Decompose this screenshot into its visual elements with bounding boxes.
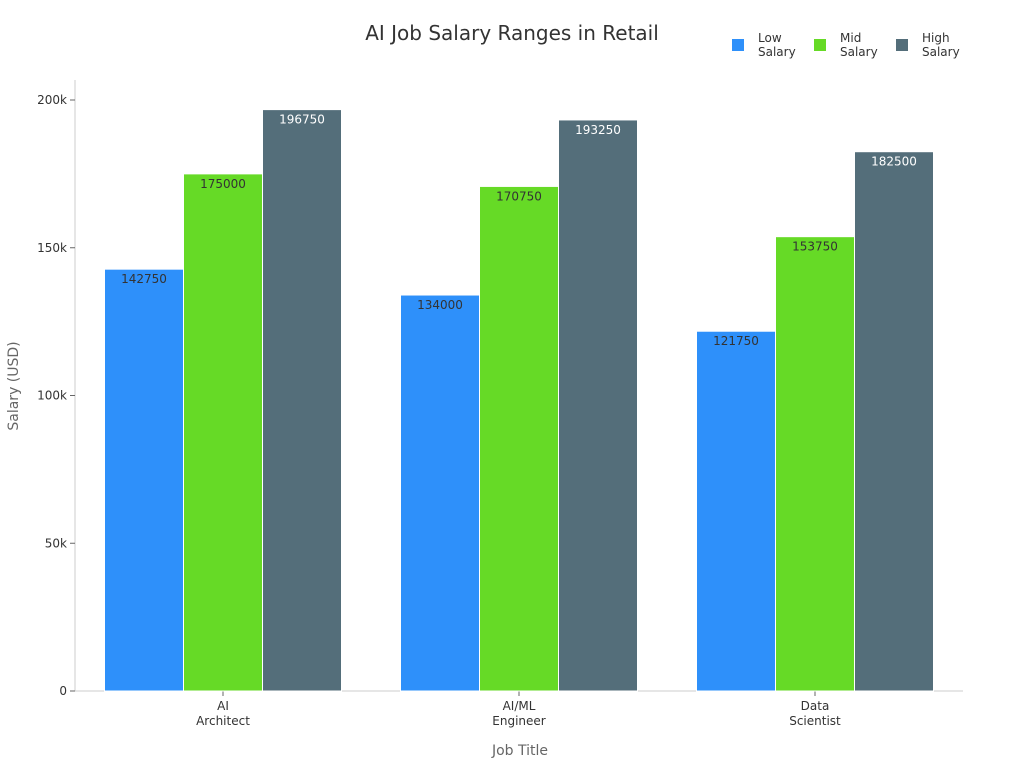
data-label: 134000 (417, 298, 463, 312)
x-tick-label: AI/ML Engineer (492, 699, 546, 728)
x-tick-label-line: Engineer (492, 714, 546, 728)
chart-title: AI Job Salary Ranges in Retail (365, 21, 659, 45)
y-tick-label: 0 (59, 684, 67, 698)
data-label: 196750 (279, 113, 325, 127)
y-tick-label: 50k (45, 536, 67, 550)
x-tick-label: Data Scientist (789, 699, 841, 728)
x-tick-label-line: Scientist (789, 714, 841, 728)
y-tick-label: 200k (37, 93, 67, 107)
bar-low-salary (400, 294, 480, 692)
bar-low-salary (696, 330, 776, 692)
bar-high-salary (262, 109, 342, 692)
data-label: 153750 (792, 240, 838, 254)
legend-swatch (814, 39, 826, 51)
legend-swatch (732, 39, 744, 51)
legend-label: High Salary (922, 31, 960, 59)
legend-swatch (896, 39, 908, 51)
data-label: 182500 (871, 155, 917, 169)
x-tick-label-line: Architect (196, 714, 250, 728)
y-tick-label: 100k (37, 389, 67, 403)
x-tick-label: AI Architect (196, 699, 250, 728)
bar-high-salary (558, 119, 638, 692)
y-axis-label: Salary (USD) (6, 341, 22, 430)
legend-label-line: Salary (758, 45, 796, 59)
x-tick-label-line: AI/ML (503, 699, 536, 713)
legend-label: Mid Salary (840, 31, 878, 59)
x-axis-label: Job Title (491, 743, 548, 759)
data-label: 142750 (121, 272, 167, 286)
data-label: 193250 (575, 123, 621, 137)
data-label: 175000 (200, 177, 246, 191)
x-tick-label-line: AI (217, 699, 229, 713)
x-tick-label-line: Data (801, 699, 830, 713)
y-tick-label: 150k (37, 241, 67, 255)
legend-label: Low Salary (758, 31, 796, 59)
legend-label-line: Mid (840, 31, 861, 45)
bar-mid-salary (775, 236, 855, 692)
bar-mid-salary (183, 173, 263, 692)
legend-label-line: Salary (840, 45, 878, 59)
data-label: 170750 (496, 189, 542, 203)
legend-label-line: Salary (922, 45, 960, 59)
bar-low-salary (104, 268, 184, 692)
bar-high-salary (854, 151, 934, 692)
legend-label-line: Low (758, 31, 782, 45)
bar-mid-salary (479, 185, 559, 692)
legend-label-line: High (922, 31, 950, 45)
data-label: 121750 (713, 334, 759, 348)
